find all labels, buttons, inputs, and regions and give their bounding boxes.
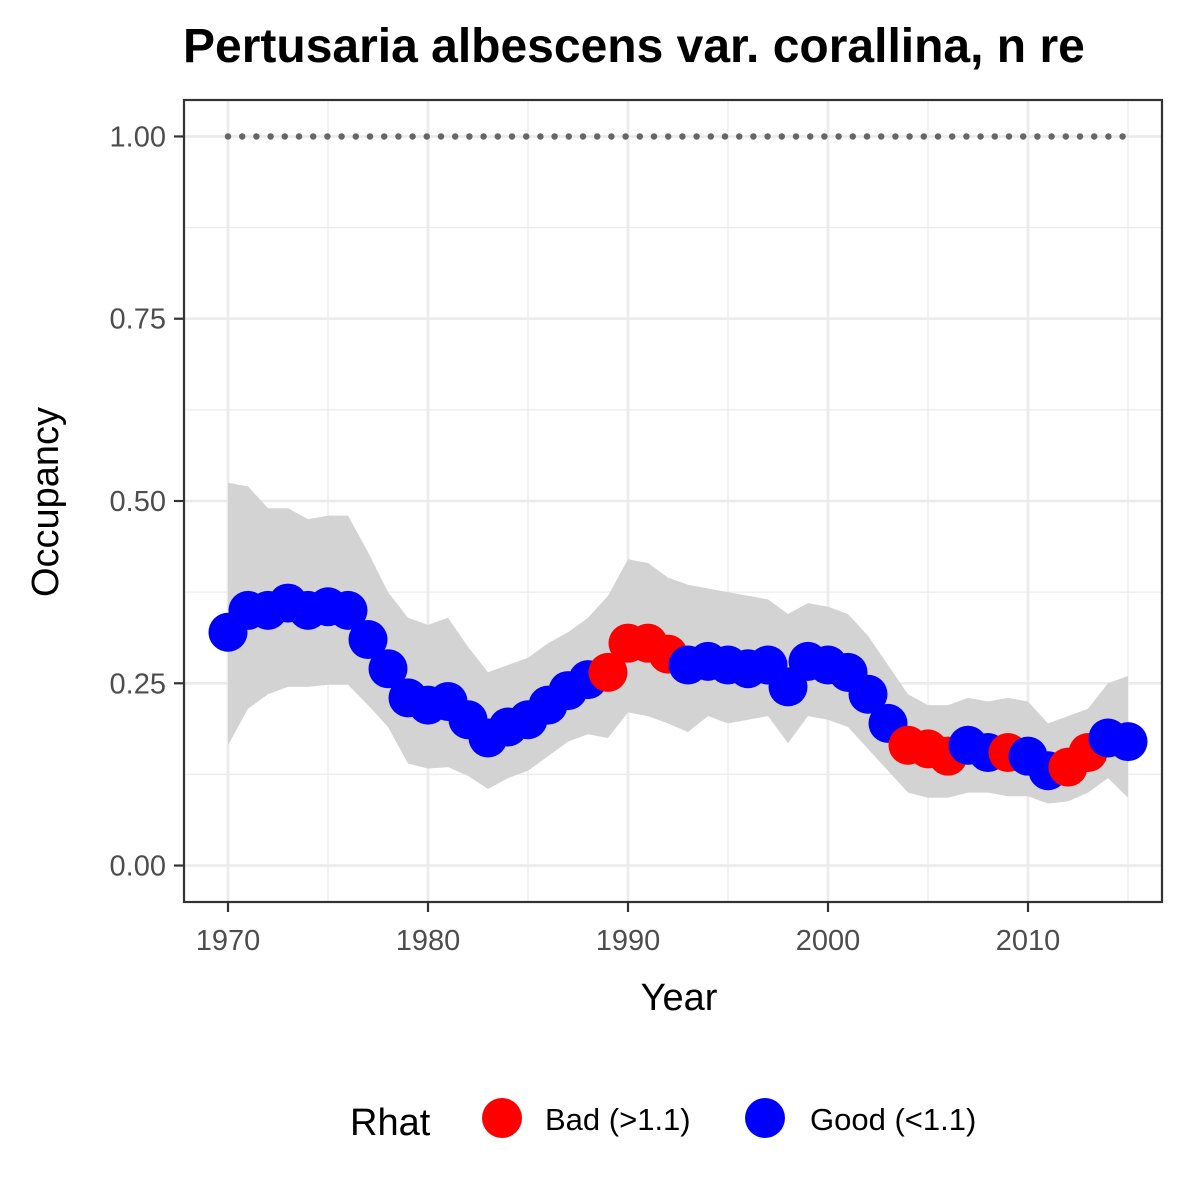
data-point-good — [328, 590, 368, 630]
data-point-bad — [588, 652, 628, 692]
y-tick-label: 1.00 — [110, 121, 166, 153]
x-tick-label: 2000 — [796, 925, 861, 957]
x-tick-label: 1970 — [196, 925, 261, 957]
data-point-good — [368, 649, 408, 689]
x-tick-label: 1990 — [596, 925, 661, 957]
data-point-good — [1108, 722, 1148, 762]
y-axis-title: Occupancy — [25, 407, 67, 597]
x-axis: 1970 1980 1990 2000 2010 — [196, 902, 1061, 957]
y-tick-label: 0.50 — [110, 486, 166, 518]
legend-title: Rhat — [350, 1102, 431, 1144]
data-point-good — [848, 674, 888, 714]
legend-label-good: Good (<1.1) — [810, 1102, 976, 1137]
x-tick-label: 1980 — [396, 925, 461, 957]
plot-panel — [182, 98, 1164, 904]
chart-title: Pertusaria albescens var. corallina, n r… — [183, 20, 1085, 73]
x-axis-title: Year — [641, 977, 718, 1019]
legend-key-good — [745, 1098, 785, 1138]
legend: Rhat Bad (>1.1) Good (<1.1) — [350, 1098, 976, 1144]
legend-label-bad: Bad (>1.1) — [545, 1102, 691, 1137]
legend-key-bad — [482, 1098, 522, 1138]
y-tick-label: 0.75 — [110, 304, 166, 336]
y-tick-label: 0.00 — [110, 851, 166, 883]
x-tick-label: 2010 — [996, 925, 1061, 957]
y-axis: 0.00 0.25 0.50 0.75 1.00 — [110, 121, 184, 883]
y-tick-label: 0.25 — [110, 668, 166, 700]
data-point-good — [348, 620, 388, 660]
